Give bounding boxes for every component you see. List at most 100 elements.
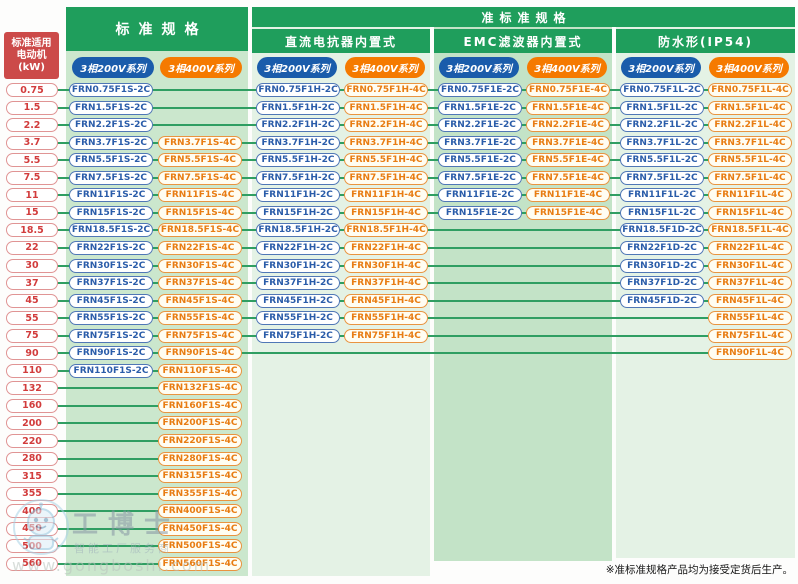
motor-capacity-header: 标准适用 电动机 (kW) [4, 32, 59, 79]
model-pill: FRN18.5F1H-4C [344, 223, 428, 238]
model-pill: FRN280F1S-4C [158, 451, 242, 466]
kw-pill: 450 [6, 521, 58, 536]
model-pill: FRN7.5F1E-4C [526, 170, 610, 185]
model-pill: FRN3.7F1E-2C [438, 135, 522, 150]
dc-reactor-header: 直流电抗器内置式 [252, 29, 430, 53]
kw-pill: 220 [6, 434, 58, 448]
model-pill: FRN15F1H-2C [256, 205, 340, 220]
model-pill: FRN30F1L-4C [708, 258, 792, 273]
model-pill: FRN1.5F1L-2C [620, 100, 704, 115]
model-pill: FRN15F1S-4C [158, 205, 242, 220]
semi-standard-spec-header: 准标准规格 [252, 7, 795, 27]
model-pill: FRN11F1L-2C [620, 188, 704, 203]
model-pill: FRN5.5F1E-4C [526, 153, 610, 168]
model-pill: FRN55F1S-4C [158, 311, 242, 326]
model-pill: FRN0.75F1L-4C [708, 83, 792, 97]
row-connector-line [48, 440, 234, 442]
standard-spec-header: 标准规格 [66, 7, 248, 51]
motor-header-line1: 标准适用 [11, 37, 52, 49]
emc-filter-200v-series-badge: 3相200V系列 [439, 57, 519, 78]
model-pill: FRN2.2F1E-4C [526, 118, 610, 133]
model-pill: FRN37F1L-4C [708, 276, 792, 291]
model-pill: FRN37F1S-2C [69, 276, 153, 291]
model-pill: FRN3.7F1S-4C [158, 135, 242, 150]
model-pill: FRN1.5F1L-4C [708, 100, 792, 115]
kw-pill: 200 [6, 416, 58, 431]
model-pill: FRN5.5F1H-4C [344, 153, 428, 168]
model-pill: FRN30F1S-2C [69, 258, 153, 273]
motor-header-line2: 电动机 [16, 49, 47, 61]
model-pill: FRN3.7F1H-2C [256, 135, 340, 150]
kw-pill: 110 [6, 363, 58, 378]
kw-pill: 15 [6, 205, 58, 220]
model-pill: FRN45F1H-2C [256, 293, 340, 308]
kw-pill: 90 [6, 346, 58, 361]
model-pill: FRN15F1E-2C [438, 205, 522, 220]
model-pill: FRN3.7F1H-4C [344, 135, 428, 150]
model-pill: FRN2.2F1E-2C [438, 118, 522, 133]
emc-filter-header: EMC滤波器内置式 [434, 29, 612, 53]
model-pill: FRN11F1S-2C [69, 188, 153, 203]
dc-reactor-200v-series-badge: 3相200V系列 [257, 57, 337, 78]
model-pill: FRN15F1E-4C [526, 205, 610, 220]
model-pill: FRN11F1E-4C [526, 188, 610, 203]
model-pill: FRN7.5F1L-4C [708, 170, 792, 185]
model-pill: FRN2.2F1L-4C [708, 118, 792, 133]
model-pill: FRN2.2F1H-4C [344, 118, 428, 133]
model-pill: FRN160F1S-4C [158, 398, 242, 413]
kw-pill: 0.75 [6, 83, 58, 97]
model-pill: FRN2.2F1H-2C [256, 118, 340, 133]
model-pill: FRN11F1E-2C [438, 188, 522, 203]
model-pill: FRN11F1H-2C [256, 188, 340, 203]
model-pill: FRN2.2F1L-2C [620, 118, 704, 133]
row-connector-line [48, 387, 234, 390]
standard-200v-series-badge: 3相200V系列 [72, 57, 154, 78]
model-pill: FRN500F1S-4C [158, 539, 242, 554]
model-pill: FRN15F1L-4C [708, 205, 792, 220]
row-connector-line [48, 562, 234, 565]
kw-pill: 37 [6, 276, 58, 291]
model-pill: FRN22F1L-4C [708, 240, 792, 255]
model-pill: FRN5.5F1L-2C [620, 153, 704, 168]
kw-pill: 2.2 [6, 118, 58, 133]
kw-pill: 45 [6, 293, 58, 308]
model-pill: FRN75F1S-2C [69, 328, 153, 343]
model-pill: FRN5.5F1H-2C [256, 153, 340, 168]
model-pill: FRN15F1H-4C [344, 205, 428, 220]
kw-pill: 355 [6, 486, 58, 501]
model-pill: FRN7.5F1L-2C [620, 170, 704, 185]
model-pill: FRN400F1S-4C [158, 504, 242, 519]
kw-pill: 75 [6, 328, 58, 343]
model-pill: FRN75F1H-2C [256, 328, 340, 343]
model-pill: FRN11F1S-4C [158, 188, 242, 203]
model-pill: FRN18.5F1D-2C [620, 223, 704, 238]
waterproof-200v-series-badge: 3相200V系列 [621, 57, 701, 78]
model-pill: FRN3.7F1L-4C [708, 135, 792, 150]
model-pill: FRN5.5F1E-2C [438, 153, 522, 168]
dc-reactor-400v-series-badge: 3相400V系列 [345, 57, 425, 78]
model-pill: FRN22F1S-2C [69, 240, 153, 255]
kw-pill: 400 [6, 504, 58, 519]
row-connector-line [48, 527, 234, 530]
model-pill: FRN90F1L-4C [708, 346, 792, 361]
model-pill: FRN45F1D-2C [620, 293, 704, 308]
model-pill: FRN315F1S-4C [158, 469, 242, 484]
model-pill: FRN15F1L-2C [620, 205, 704, 220]
model-pill: FRN18.5F1H-2C [256, 223, 340, 238]
model-pill: FRN45F1S-2C [69, 293, 153, 308]
model-pill: FRN37F1H-4C [344, 276, 428, 291]
model-pill: FRN2.2F1S-2C [69, 118, 153, 133]
model-pill: FRN3.7F1E-4C [526, 135, 610, 150]
waterproof-400v-series-badge: 3相400V系列 [709, 57, 789, 78]
model-pill: FRN22F1H-2C [256, 240, 340, 255]
row-connector-line [48, 404, 234, 407]
row-connector-line [48, 457, 234, 460]
kw-pill: 160 [6, 398, 58, 413]
model-pill: FRN110F1S-2C [69, 363, 153, 378]
kw-pill: 18.5 [6, 223, 58, 238]
model-pill: FRN5.5F1S-2C [69, 153, 153, 168]
model-pill: FRN560F1S-4C [158, 556, 242, 571]
model-pill: FRN22F1D-2C [620, 240, 704, 255]
model-pill: FRN75F1H-4C [344, 328, 428, 343]
